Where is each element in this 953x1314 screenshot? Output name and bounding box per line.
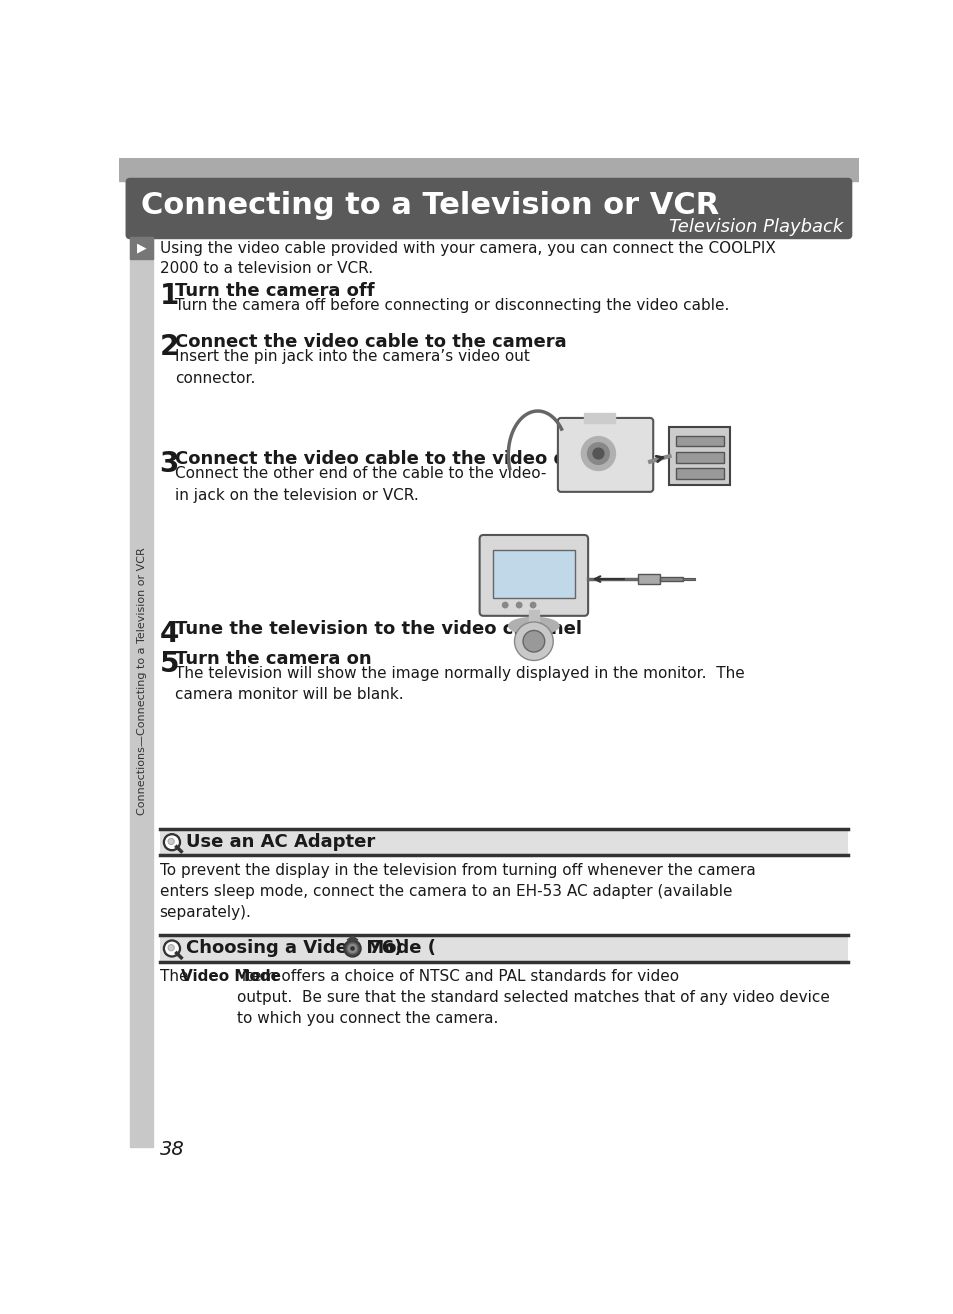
- Text: Turn the camera off: Turn the camera off: [174, 283, 375, 301]
- Circle shape: [166, 836, 178, 849]
- Polygon shape: [347, 936, 357, 940]
- Bar: [159, 936, 847, 962]
- Text: Insert the pin jack into the camera’s video out
connector.: Insert the pin jack into the camera’s vi…: [174, 348, 529, 386]
- Circle shape: [516, 602, 521, 608]
- FancyBboxPatch shape: [558, 418, 653, 491]
- Circle shape: [168, 838, 174, 845]
- Ellipse shape: [514, 622, 553, 661]
- FancyBboxPatch shape: [479, 535, 587, 616]
- Bar: [669, 427, 729, 485]
- Text: Using the video cable provided with your camera, you can connect the COOLPIX
200: Using the video cable provided with your…: [159, 240, 775, 276]
- Text: Connect the video cable to the camera: Connect the video cable to the camera: [174, 334, 566, 351]
- Text: ▶: ▶: [137, 242, 147, 255]
- Bar: [493, 549, 575, 598]
- Circle shape: [168, 945, 174, 951]
- Text: item offers a choice of NTSC and PAL standards for video
output.  Be sure that t: item offers a choice of NTSC and PAL sta…: [236, 970, 829, 1026]
- Circle shape: [502, 602, 507, 608]
- Bar: [675, 468, 723, 478]
- Bar: [675, 452, 723, 463]
- Circle shape: [347, 943, 357, 954]
- Circle shape: [350, 946, 355, 951]
- Text: 76): 76): [362, 940, 401, 958]
- Bar: [130, 237, 153, 1147]
- Text: Tune the television to the video channel: Tune the television to the video channel: [174, 620, 581, 637]
- Ellipse shape: [508, 618, 558, 635]
- Bar: [130, 237, 153, 259]
- Bar: [583, 414, 615, 423]
- Bar: [659, 577, 682, 581]
- Bar: [119, 158, 858, 181]
- Text: Turn the camera on: Turn the camera on: [174, 650, 372, 669]
- Text: Choosing a Video Mode (: Choosing a Video Mode (: [186, 940, 436, 958]
- Text: Video Mode: Video Mode: [181, 970, 281, 984]
- Text: Connecting to a Television or VCR: Connecting to a Television or VCR: [141, 191, 719, 219]
- Circle shape: [530, 602, 536, 608]
- Circle shape: [593, 448, 603, 459]
- Text: 1: 1: [159, 283, 178, 310]
- Circle shape: [166, 942, 178, 955]
- Circle shape: [163, 940, 180, 957]
- Text: The television will show the image normally displayed in the monitor.  The
camer: The television will show the image norma…: [174, 666, 744, 702]
- Text: To prevent the display in the television from turning off whenever the camera
en: To prevent the display in the television…: [159, 863, 755, 920]
- Bar: [529, 611, 537, 625]
- Text: 2: 2: [159, 334, 179, 361]
- Bar: [159, 829, 847, 855]
- Text: Connect the other end of the cable to the video-
in jack on the television or VC: Connect the other end of the cable to th…: [174, 465, 546, 503]
- Text: 5: 5: [159, 650, 179, 678]
- Text: 4: 4: [159, 620, 179, 648]
- Circle shape: [344, 940, 360, 957]
- Circle shape: [587, 443, 609, 464]
- FancyBboxPatch shape: [126, 179, 851, 239]
- Bar: [638, 574, 659, 583]
- Text: 38: 38: [159, 1139, 184, 1159]
- Text: Turn the camera off before connecting or disconnecting the video cable.: Turn the camera off before connecting or…: [174, 298, 729, 313]
- Text: Connections—Connecting to a Television or VCR: Connections—Connecting to a Television o…: [136, 548, 147, 815]
- Bar: [682, 578, 695, 581]
- Text: The: The: [159, 970, 193, 984]
- Text: Connect the video cable to the video device: Connect the video cable to the video dev…: [174, 451, 618, 468]
- Text: Use an AC Adapter: Use an AC Adapter: [186, 833, 375, 851]
- Ellipse shape: [522, 631, 544, 652]
- Circle shape: [163, 834, 180, 850]
- Bar: [675, 436, 723, 447]
- Text: Television Playback: Television Playback: [668, 218, 842, 237]
- Text: 3: 3: [159, 451, 179, 478]
- Circle shape: [580, 436, 615, 470]
